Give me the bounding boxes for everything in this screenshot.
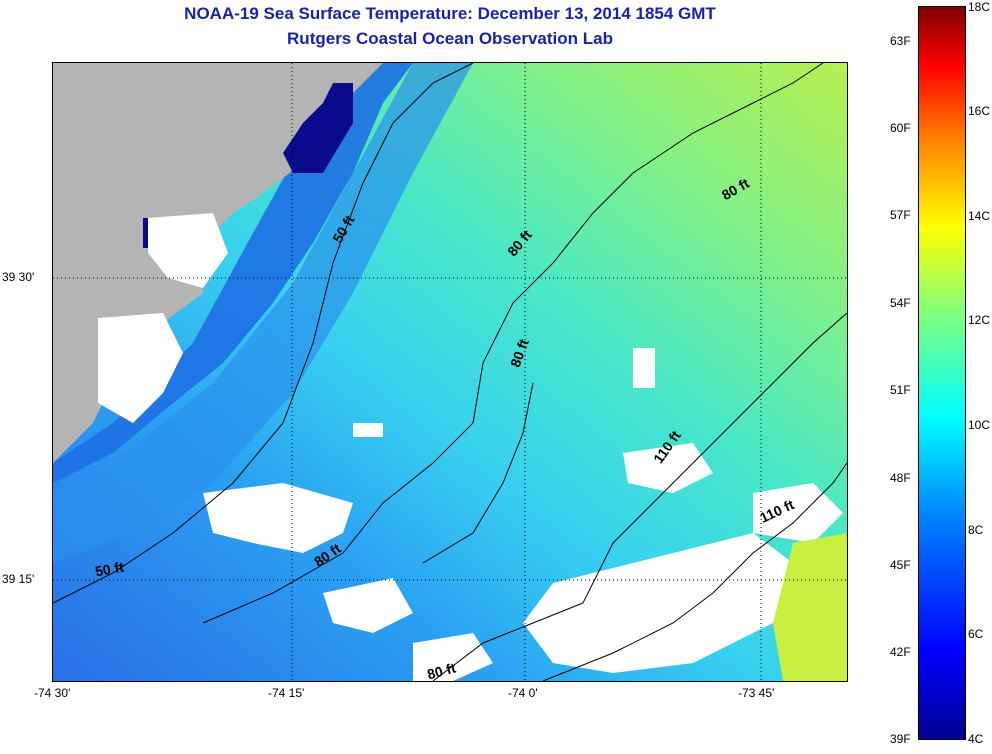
bathymetry-contours [53, 63, 847, 681]
colorbar-f-label: 57F [890, 208, 911, 222]
cloud-patch-mid [203, 483, 353, 553]
colorbar-c-label: 4C [968, 732, 984, 746]
colorbar-f-label: 54F [890, 296, 911, 310]
cloud-patch-southwest [413, 633, 493, 681]
colorbar-f-label: 45F [890, 558, 911, 572]
colorbar-f-label: 42F [890, 645, 911, 659]
cloud-patch-bay [148, 213, 228, 288]
x-tick-label: -74 15' [268, 686, 305, 700]
estuary-cold-water [283, 83, 353, 173]
colorbar-c-label: 14C [968, 209, 991, 223]
cloud-patch-east-1 [623, 443, 713, 493]
x-tick-label: -74 0' [508, 686, 538, 700]
colorbar-c-label: 16C [968, 104, 991, 118]
cloud-patch-south [323, 578, 413, 633]
colorbar-c-label: 18C [968, 0, 991, 14]
coastal-cold-water-outer [53, 63, 473, 563]
graticule [53, 63, 847, 681]
colorbar-f-label: 51F [890, 383, 911, 397]
colorbar [918, 6, 966, 740]
y-tick-label: 39 15' [2, 572, 35, 586]
chart-subtitle: Rutgers Coastal Ocean Observation Lab [287, 29, 613, 48]
cloud-patch-small-2 [353, 423, 383, 437]
colorbar-c-label: 10C [968, 418, 991, 432]
cloud-patch-east-2 [523, 533, 793, 673]
colorbar-c-label: 8C [968, 523, 984, 537]
colorbar-f-label: 63F [890, 34, 911, 48]
cloud-patch-nearshore [98, 313, 183, 423]
sst-map[interactable]: 50 ft 50 ft 80 ft 80 ft 80 ft 80 ft 80 f… [52, 62, 848, 682]
y-tick-label: 39 30' [2, 270, 35, 284]
x-tick-label: -74 30' [34, 686, 71, 700]
colorbar-f-label: 60F [890, 121, 911, 135]
cloud-patch-east-3 [753, 483, 843, 543]
colorbar-c-label: 6C [968, 627, 984, 641]
colorbar-c-label: 12C [968, 313, 991, 327]
colorbar-f-label: 39F [890, 732, 911, 746]
colorbar-f-label: 48F [890, 471, 911, 485]
warm-water-southeast [773, 533, 847, 681]
cloud-patch-small [633, 348, 655, 388]
x-tick-label: -73 45' [738, 686, 775, 700]
sst-map-svg [53, 63, 847, 681]
chart-title: NOAA-19 Sea Surface Temperature: Decembe… [184, 4, 716, 23]
